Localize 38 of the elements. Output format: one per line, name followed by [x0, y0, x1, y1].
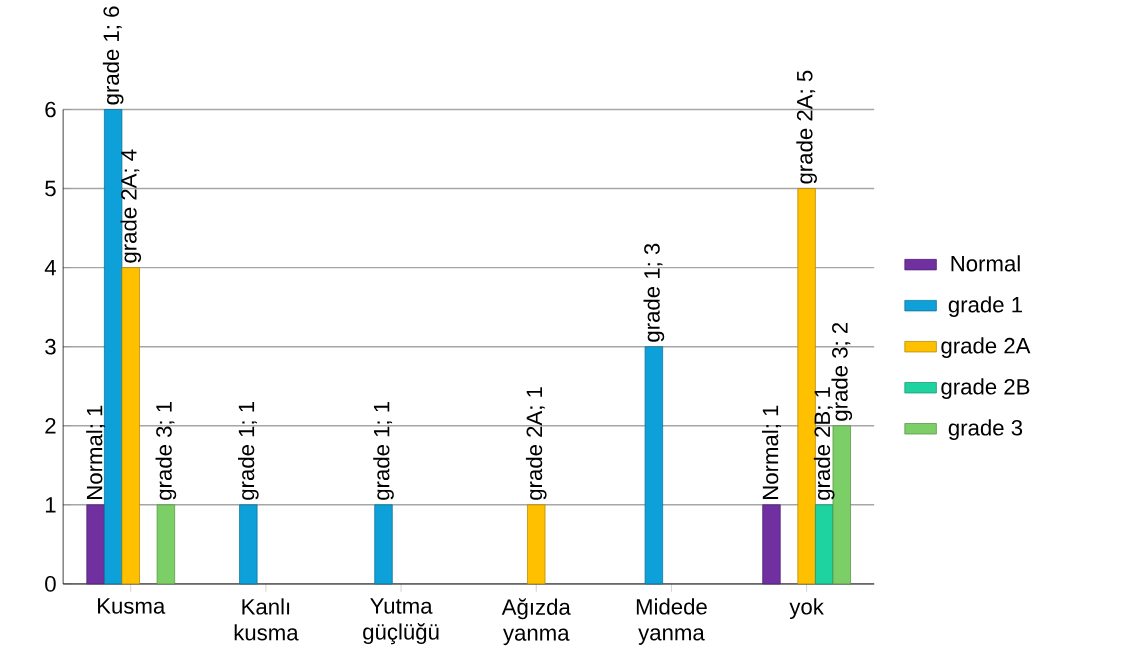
bar	[239, 504, 258, 585]
bar	[797, 188, 816, 585]
data-label: grade 2A; 4	[120, 149, 142, 263]
bar	[156, 504, 176, 585]
x-tick-label: Ağızda yanma	[501, 598, 571, 646]
bar	[762, 504, 781, 585]
x-tick-label: Kusma	[98, 598, 166, 614]
bar	[815, 504, 834, 585]
y-tick-label: 6	[45, 101, 56, 118]
bar	[527, 504, 546, 585]
data-label: Normal; 1	[86, 405, 106, 499]
y-tick-label: 5	[45, 180, 56, 197]
data-label: grade 2A; 1	[525, 387, 547, 500]
y-tick-label: 4	[44, 259, 56, 276]
legend-label: Normal	[951, 255, 1020, 272]
data-label: grade 1; 1	[238, 401, 259, 500]
legend-label: grade 3	[948, 419, 1023, 440]
bar	[121, 267, 140, 585]
legend-label: grade 2B	[941, 378, 1030, 399]
data-label: Normal; 1	[762, 405, 781, 499]
x-tick-label: Yutma güçlüğü	[363, 598, 439, 645]
data-label: grade 2A; 5	[796, 70, 817, 184]
y-tick-label: 0	[45, 576, 56, 592]
x-tick-label: Midede yanma	[636, 598, 707, 645]
data-label: grade 1; 3	[643, 243, 665, 342]
x-tick-label: Kanlı kusma	[234, 598, 299, 641]
bar	[644, 346, 664, 585]
legend-label: grade 1	[948, 296, 1022, 317]
data-label: grade 1; 6	[102, 6, 124, 105]
y-tick-label: 2	[45, 418, 56, 434]
data-label: grade 1; 1	[373, 401, 394, 500]
x-tick-label: yok	[789, 598, 824, 619]
y-tick-label: 3	[45, 338, 56, 355]
bar	[374, 504, 393, 585]
legend-label: grade 2A	[941, 337, 1031, 358]
y-tick-label: 1	[45, 497, 56, 513]
data-label: grade 3; 1	[155, 401, 177, 500]
bar	[86, 504, 105, 585]
